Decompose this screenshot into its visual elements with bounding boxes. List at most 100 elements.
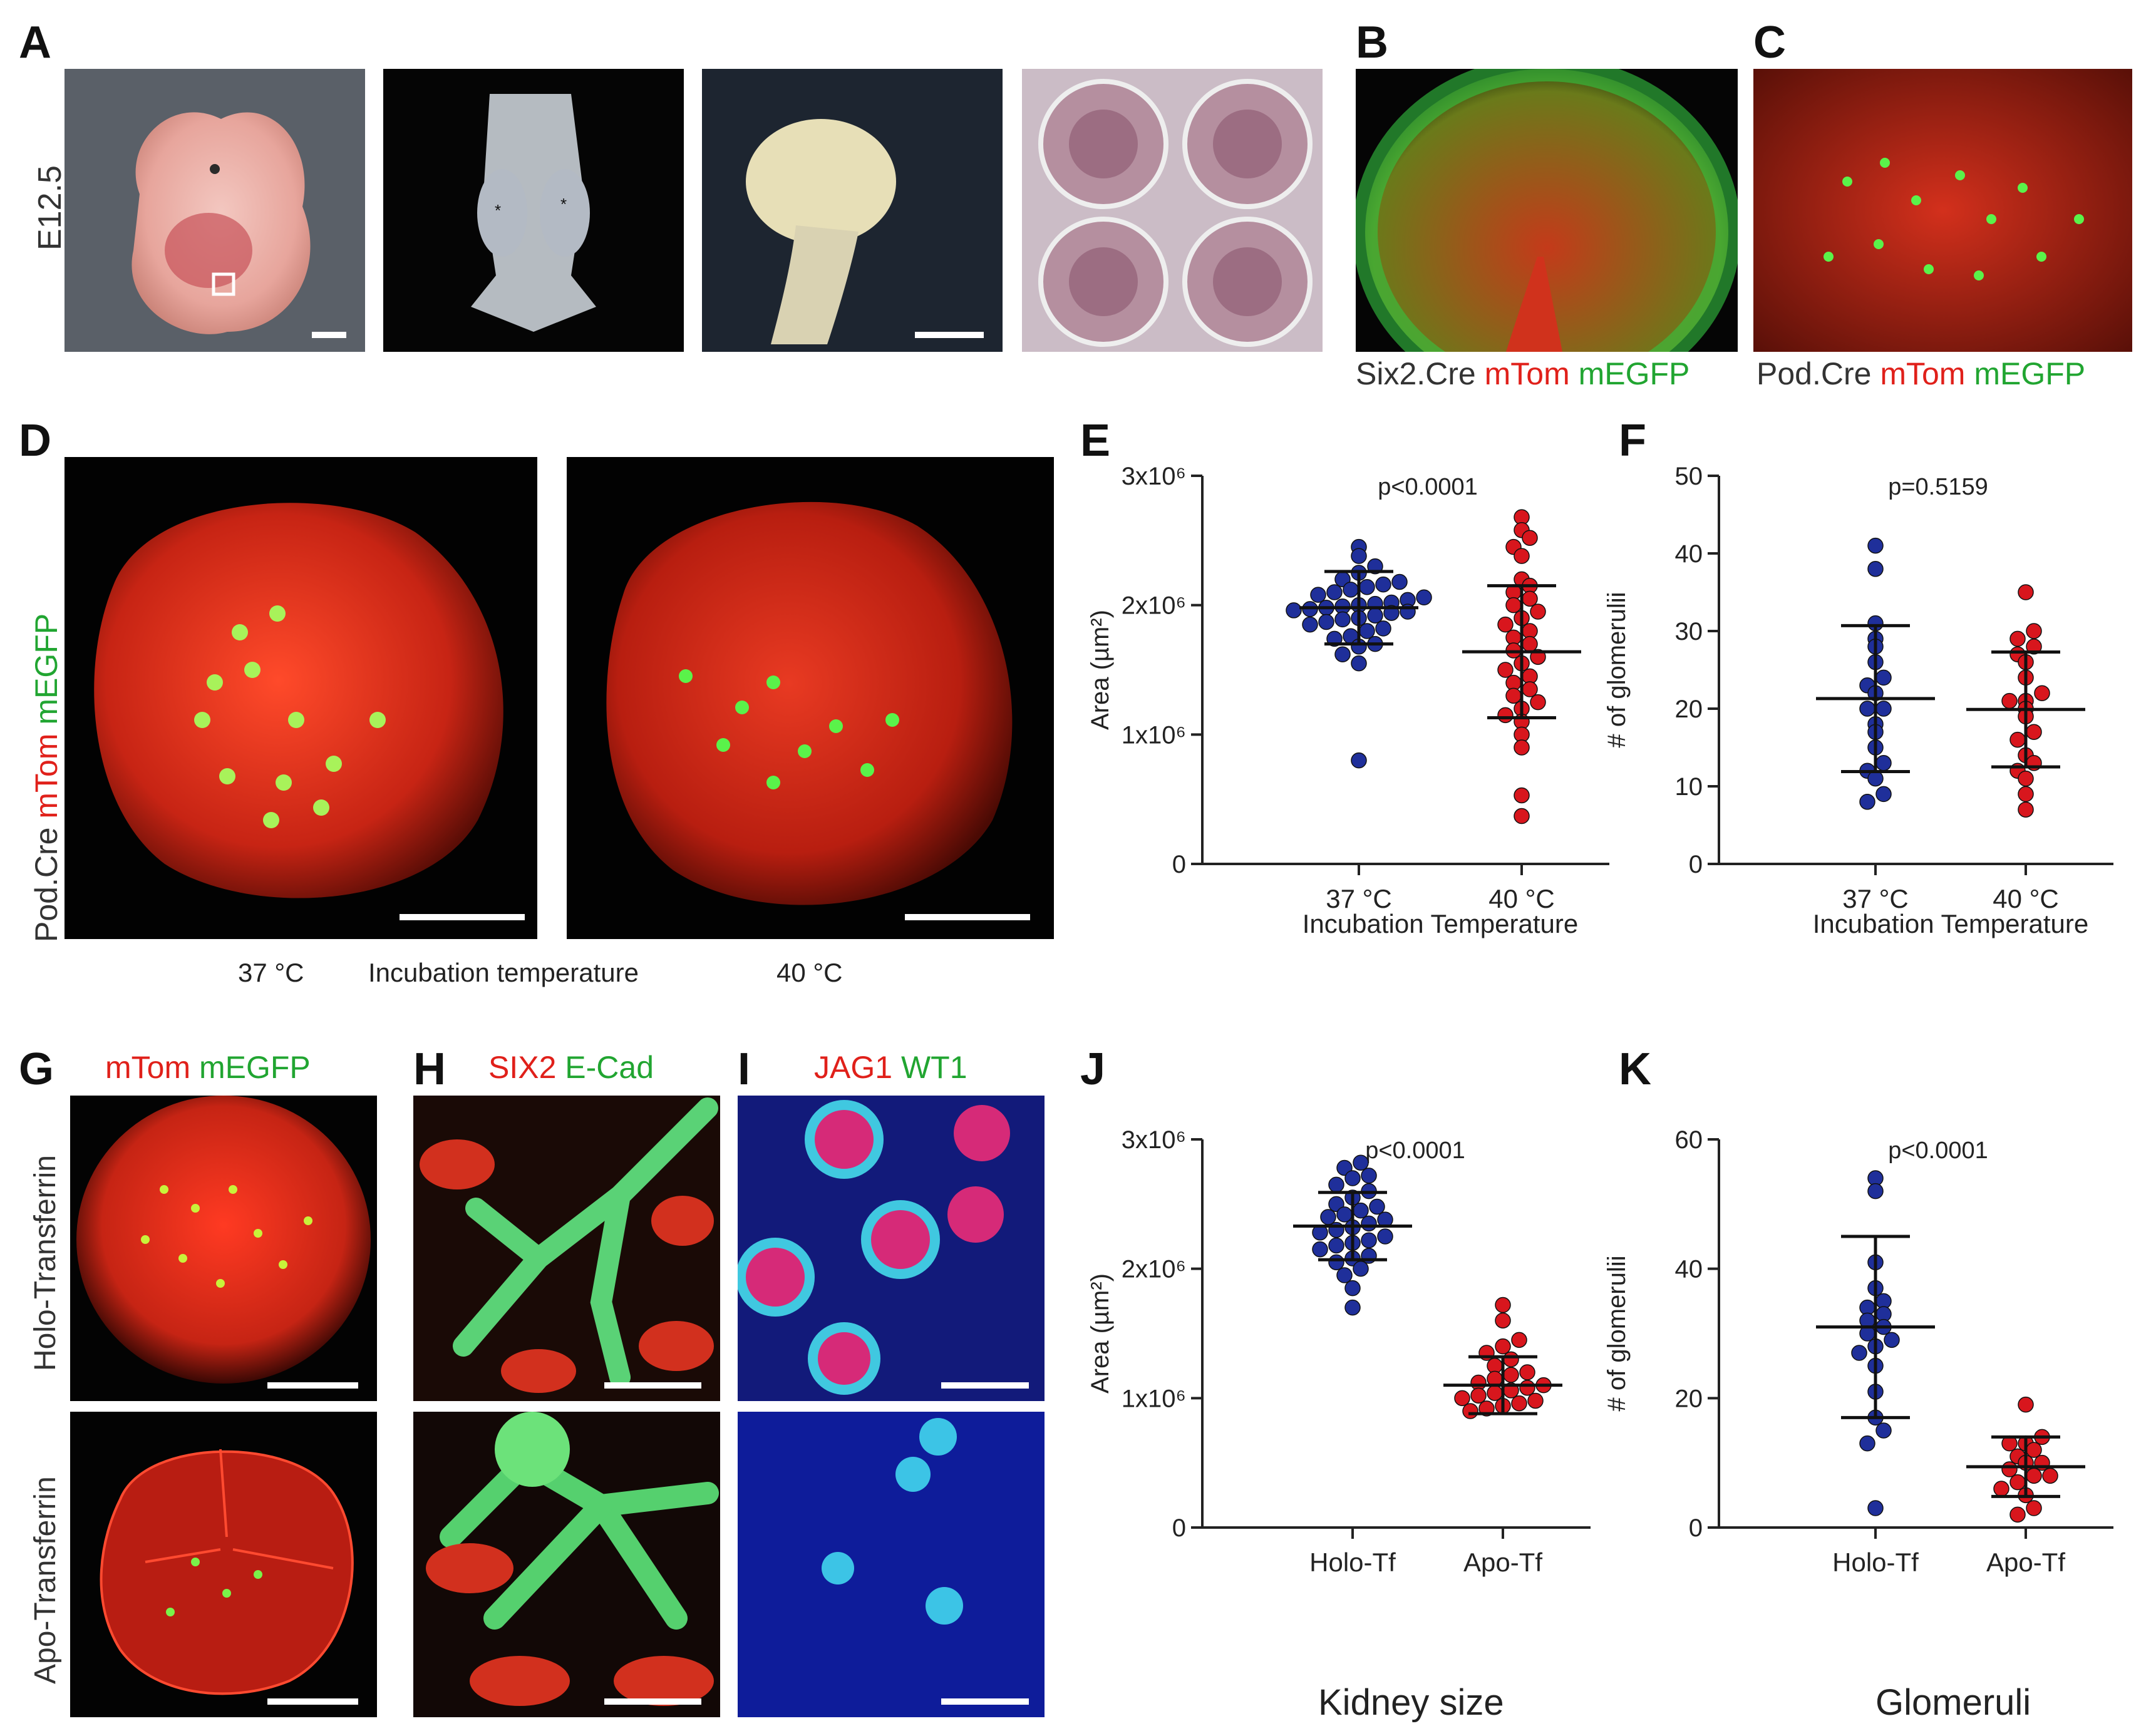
panel-h-scalebar-1 bbox=[604, 1382, 701, 1389]
data-point bbox=[1993, 1481, 2009, 1497]
data-point bbox=[1859, 701, 1875, 717]
y-axis-label: # of glomerulii bbox=[1603, 1255, 1631, 1411]
data-point bbox=[1859, 794, 1875, 810]
panel-a-scalebar-1 bbox=[312, 332, 346, 338]
data-point bbox=[1851, 1345, 1867, 1361]
data-point bbox=[1336, 1206, 1353, 1223]
data-point bbox=[1503, 1351, 1519, 1368]
p-value-annotation: p=0.5159 bbox=[1888, 474, 1988, 500]
panel-i-holo-image bbox=[738, 1096, 1045, 1401]
y-tick-label: 0 bbox=[1172, 1514, 1186, 1542]
data-point bbox=[1328, 1254, 1344, 1271]
data-point bbox=[1336, 1267, 1353, 1283]
x-tick-label: Apo-Tf bbox=[1463, 1548, 1542, 1577]
data-point bbox=[1375, 620, 1391, 637]
x-tick-label: Holo-Tf bbox=[1832, 1548, 1919, 1577]
y-tick-label: 2x10⁶ bbox=[1122, 592, 1186, 620]
data-point bbox=[1503, 1367, 1519, 1383]
panel-g-caption: mTom mEGFP bbox=[105, 1050, 311, 1085]
data-point bbox=[1875, 755, 1892, 771]
data-point bbox=[1353, 1154, 1369, 1171]
panel-b-caption: Six2.Cre mTom mEGFP bbox=[1356, 356, 1690, 391]
panel-k-glomeruli-transferrin-chart: 0 20 40 60 # of glomerulii Holo-Tf Apo-Tf p<0.0… bbox=[1603, 1126, 2113, 1577]
data-point bbox=[2026, 1500, 2042, 1516]
panel-h-holo-image bbox=[413, 1096, 720, 1401]
panel-i-apo-image bbox=[738, 1412, 1045, 1717]
data-point bbox=[1497, 616, 1514, 633]
data-point bbox=[1522, 635, 1538, 652]
data-point bbox=[2009, 630, 2026, 647]
panel-g-scalebar-1 bbox=[267, 1382, 358, 1389]
panel-label-b: B bbox=[1356, 18, 1388, 68]
panel-label-g: G bbox=[19, 1044, 54, 1094]
data-point bbox=[1514, 787, 1530, 804]
data-point bbox=[1375, 576, 1391, 593]
data-point bbox=[1511, 1332, 1527, 1348]
data-point bbox=[2001, 692, 2018, 709]
y-axis-label: Area (µm²) bbox=[1086, 1273, 1114, 1394]
data-point bbox=[1495, 1312, 1511, 1329]
data-point bbox=[1326, 584, 1343, 600]
data-point bbox=[1519, 1364, 1535, 1380]
x-tick-label: Apo-Tf bbox=[1986, 1548, 2065, 1577]
data-point bbox=[1527, 1392, 1544, 1409]
data-point bbox=[2018, 1396, 2034, 1413]
x-tick-label: 40 °C bbox=[1488, 884, 1555, 913]
data-point bbox=[2034, 685, 2050, 701]
data-point bbox=[1353, 1260, 1369, 1277]
data-point bbox=[1391, 573, 1408, 590]
data-point bbox=[1867, 1500, 1884, 1516]
data-point bbox=[1867, 1183, 1884, 1199]
data-point bbox=[2009, 731, 2026, 748]
panel-j-area-transferrin-chart: 0 1x10⁶ 2x10⁶ 3x10⁶ Area (µm²) Holo-Tf Apo-Tf p… bbox=[1086, 1126, 1591, 1577]
panel-label-d: D bbox=[19, 416, 51, 466]
data-point bbox=[1867, 537, 1884, 554]
y-tick-label: 60 bbox=[1675, 1126, 1703, 1154]
panel-b-fluorescence-image bbox=[1356, 69, 1738, 352]
panel-i-scalebar-2 bbox=[941, 1698, 1029, 1705]
y-tick-label: 30 bbox=[1675, 618, 1703, 645]
y-axis-label: # of glomerulii bbox=[1603, 592, 1631, 747]
panel-label-e: E bbox=[1080, 416, 1111, 466]
panel-d-kidney-37c-image bbox=[64, 457, 537, 939]
data-point bbox=[1462, 1403, 1478, 1419]
y-tick-label: 20 bbox=[1675, 1385, 1703, 1412]
data-point bbox=[1511, 1395, 1527, 1412]
panel-d-temp-40: 40 °C bbox=[776, 958, 843, 987]
data-point bbox=[1522, 590, 1538, 607]
panel-d-scalebar-2 bbox=[905, 914, 1030, 920]
panel-c-caption: Pod.Cre mTom mEGFP bbox=[1757, 356, 2086, 391]
data-point bbox=[1514, 548, 1530, 564]
data-point bbox=[1344, 1299, 1361, 1316]
data-point bbox=[1875, 669, 1892, 686]
panel-label-j: J bbox=[1080, 1044, 1106, 1094]
data-point bbox=[2026, 724, 2042, 740]
data-point bbox=[1361, 1232, 1377, 1248]
data-point bbox=[2018, 801, 2034, 818]
data-point bbox=[1497, 707, 1514, 724]
data-point bbox=[1519, 1380, 1535, 1396]
data-point bbox=[1495, 1297, 1511, 1313]
data-point bbox=[1367, 607, 1383, 624]
svg-text:*: * bbox=[495, 201, 501, 220]
panel-label-f: F bbox=[1619, 416, 1646, 466]
data-point bbox=[2026, 1467, 2042, 1484]
data-point bbox=[1351, 655, 1367, 672]
data-point bbox=[1361, 1215, 1377, 1232]
data-point bbox=[1530, 603, 1546, 620]
panel-j-bottom-title: Kidney size bbox=[1318, 1682, 1504, 1723]
panel-a-scalebar-2 bbox=[915, 332, 984, 338]
x-tick-label: Holo-Tf bbox=[1309, 1548, 1396, 1577]
data-point bbox=[1369, 1198, 1385, 1215]
y-tick-label: 40 bbox=[1675, 1256, 1703, 1283]
y-tick-label: 0 bbox=[1172, 851, 1186, 878]
data-point bbox=[1328, 1176, 1344, 1193]
data-point bbox=[1875, 1422, 1892, 1439]
panel-label-a: A bbox=[19, 18, 51, 68]
data-point bbox=[1328, 1237, 1344, 1254]
data-point bbox=[1514, 808, 1530, 824]
y-tick-label: 0 bbox=[1689, 851, 1703, 878]
data-point bbox=[1875, 701, 1892, 717]
data-point bbox=[1522, 530, 1538, 546]
data-point bbox=[2009, 1506, 2026, 1523]
